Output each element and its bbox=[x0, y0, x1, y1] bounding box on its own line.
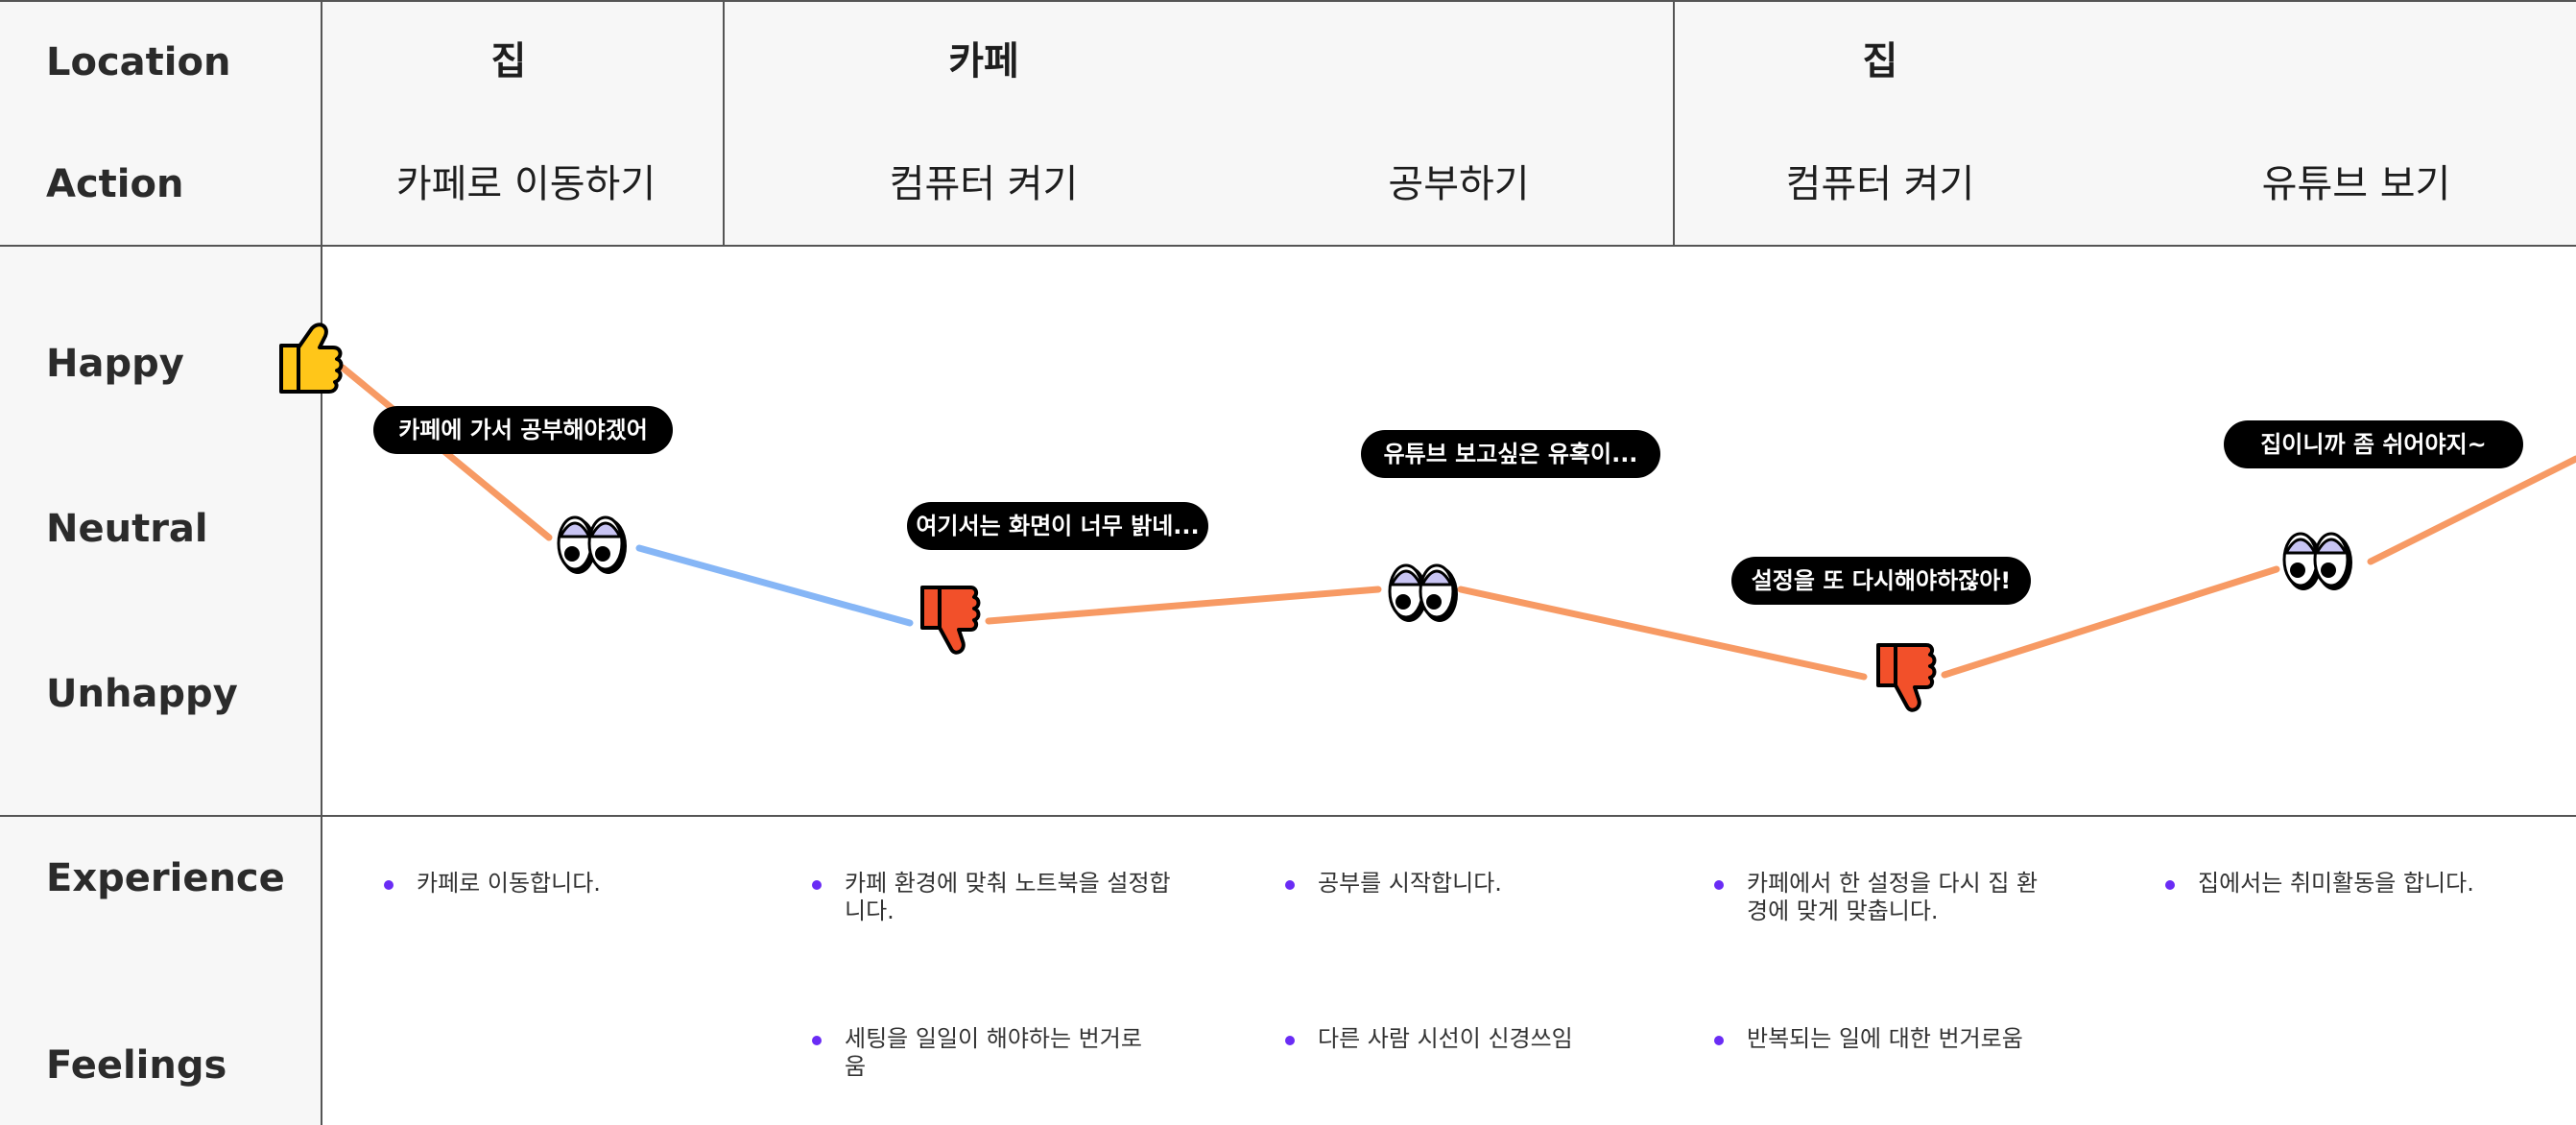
feelings-item: 반복되는 일에 대한 번거로움 bbox=[1714, 1025, 2073, 1053]
header-band bbox=[322, 0, 2576, 246]
bullet-dot bbox=[812, 1036, 822, 1045]
thought-bubble: 집이니까 좀 쉬어야지~ bbox=[2224, 420, 2523, 468]
action-cell: 컴퓨터 켜기 bbox=[889, 162, 1079, 206]
bullet-dot bbox=[1714, 1036, 1724, 1045]
journey-segment-up bbox=[2367, 455, 2576, 565]
bullet-dot bbox=[1285, 880, 1295, 890]
row-label-column bbox=[0, 0, 322, 1125]
feelings-item: 세팅을 일일이 해야하는 번거로움 bbox=[812, 1025, 1148, 1081]
bullet-dot bbox=[1285, 1036, 1295, 1045]
row-label-neutral: Neutral bbox=[46, 507, 208, 551]
location-divider bbox=[723, 0, 725, 246]
action-cell: 컴퓨터 켜기 bbox=[1785, 162, 1975, 206]
journey-segment-up bbox=[1941, 565, 2280, 679]
chart-divider bbox=[0, 815, 2576, 817]
action-cell: 유튜브 보기 bbox=[2261, 162, 2451, 206]
experience-item: 카페로 이동합니다. bbox=[384, 870, 743, 898]
eyes-icon bbox=[557, 515, 627, 574]
experience-item: 카페에서 한 설정을 다시 집 환경에 맞게 맞춥니다. bbox=[1714, 870, 2044, 925]
journey-segment-down bbox=[635, 544, 914, 627]
thumbs-down-icon bbox=[920, 586, 981, 655]
action-cell: 공부하기 bbox=[1388, 162, 1530, 206]
thought-bubble: 여기서는 화면이 너무 밝네... bbox=[907, 502, 1208, 550]
thumbs-up-icon bbox=[279, 323, 344, 394]
bullet-dot bbox=[2165, 880, 2175, 890]
journey-segment-up bbox=[985, 586, 1382, 625]
row-label-feelings: Feelings bbox=[46, 1043, 227, 1088]
thought-bubble: 유튜브 보고싶은 유혹이... bbox=[1361, 430, 1660, 478]
row-label-unhappy: Unhappy bbox=[46, 672, 238, 716]
bullet-dot bbox=[384, 880, 394, 890]
location-cell: 집 bbox=[1862, 39, 1898, 84]
eyes-icon bbox=[2282, 532, 2352, 590]
bullet-dot bbox=[1714, 880, 1724, 890]
feelings-item: 다른 사람 시선이 신경쓰임 bbox=[1285, 1025, 1644, 1053]
journey-segment-down bbox=[1457, 586, 1868, 681]
bullet-dot bbox=[812, 880, 822, 890]
location-cell: 카페 bbox=[948, 39, 1019, 84]
row-label-action: Action bbox=[46, 162, 184, 206]
thought-bubble: 설정을 또 다시해야하잖아! bbox=[1731, 557, 2031, 605]
thought-bubble: 카페에 가서 공부해야겠어 bbox=[373, 406, 673, 454]
action-cell: 카페로 이동하기 bbox=[395, 162, 656, 206]
row-label-happy: Happy bbox=[46, 342, 184, 386]
thumbs-down-icon bbox=[1876, 643, 1937, 712]
row-label-location: Location bbox=[46, 40, 231, 84]
header-divider bbox=[0, 245, 2576, 247]
location-cell: 집 bbox=[490, 39, 527, 84]
location-divider bbox=[1673, 0, 1675, 246]
experience-item: 카페 환경에 맞춰 노트북을 설정합니다. bbox=[812, 870, 1171, 925]
eyes-icon bbox=[1388, 563, 1458, 622]
top-divider bbox=[0, 0, 322, 2]
experience-item: 집에서는 취미활동을 합니다. bbox=[2165, 870, 2524, 898]
experience-item: 공부를 시작합니다. bbox=[1285, 870, 1644, 898]
row-label-experience: Experience bbox=[46, 856, 285, 900]
